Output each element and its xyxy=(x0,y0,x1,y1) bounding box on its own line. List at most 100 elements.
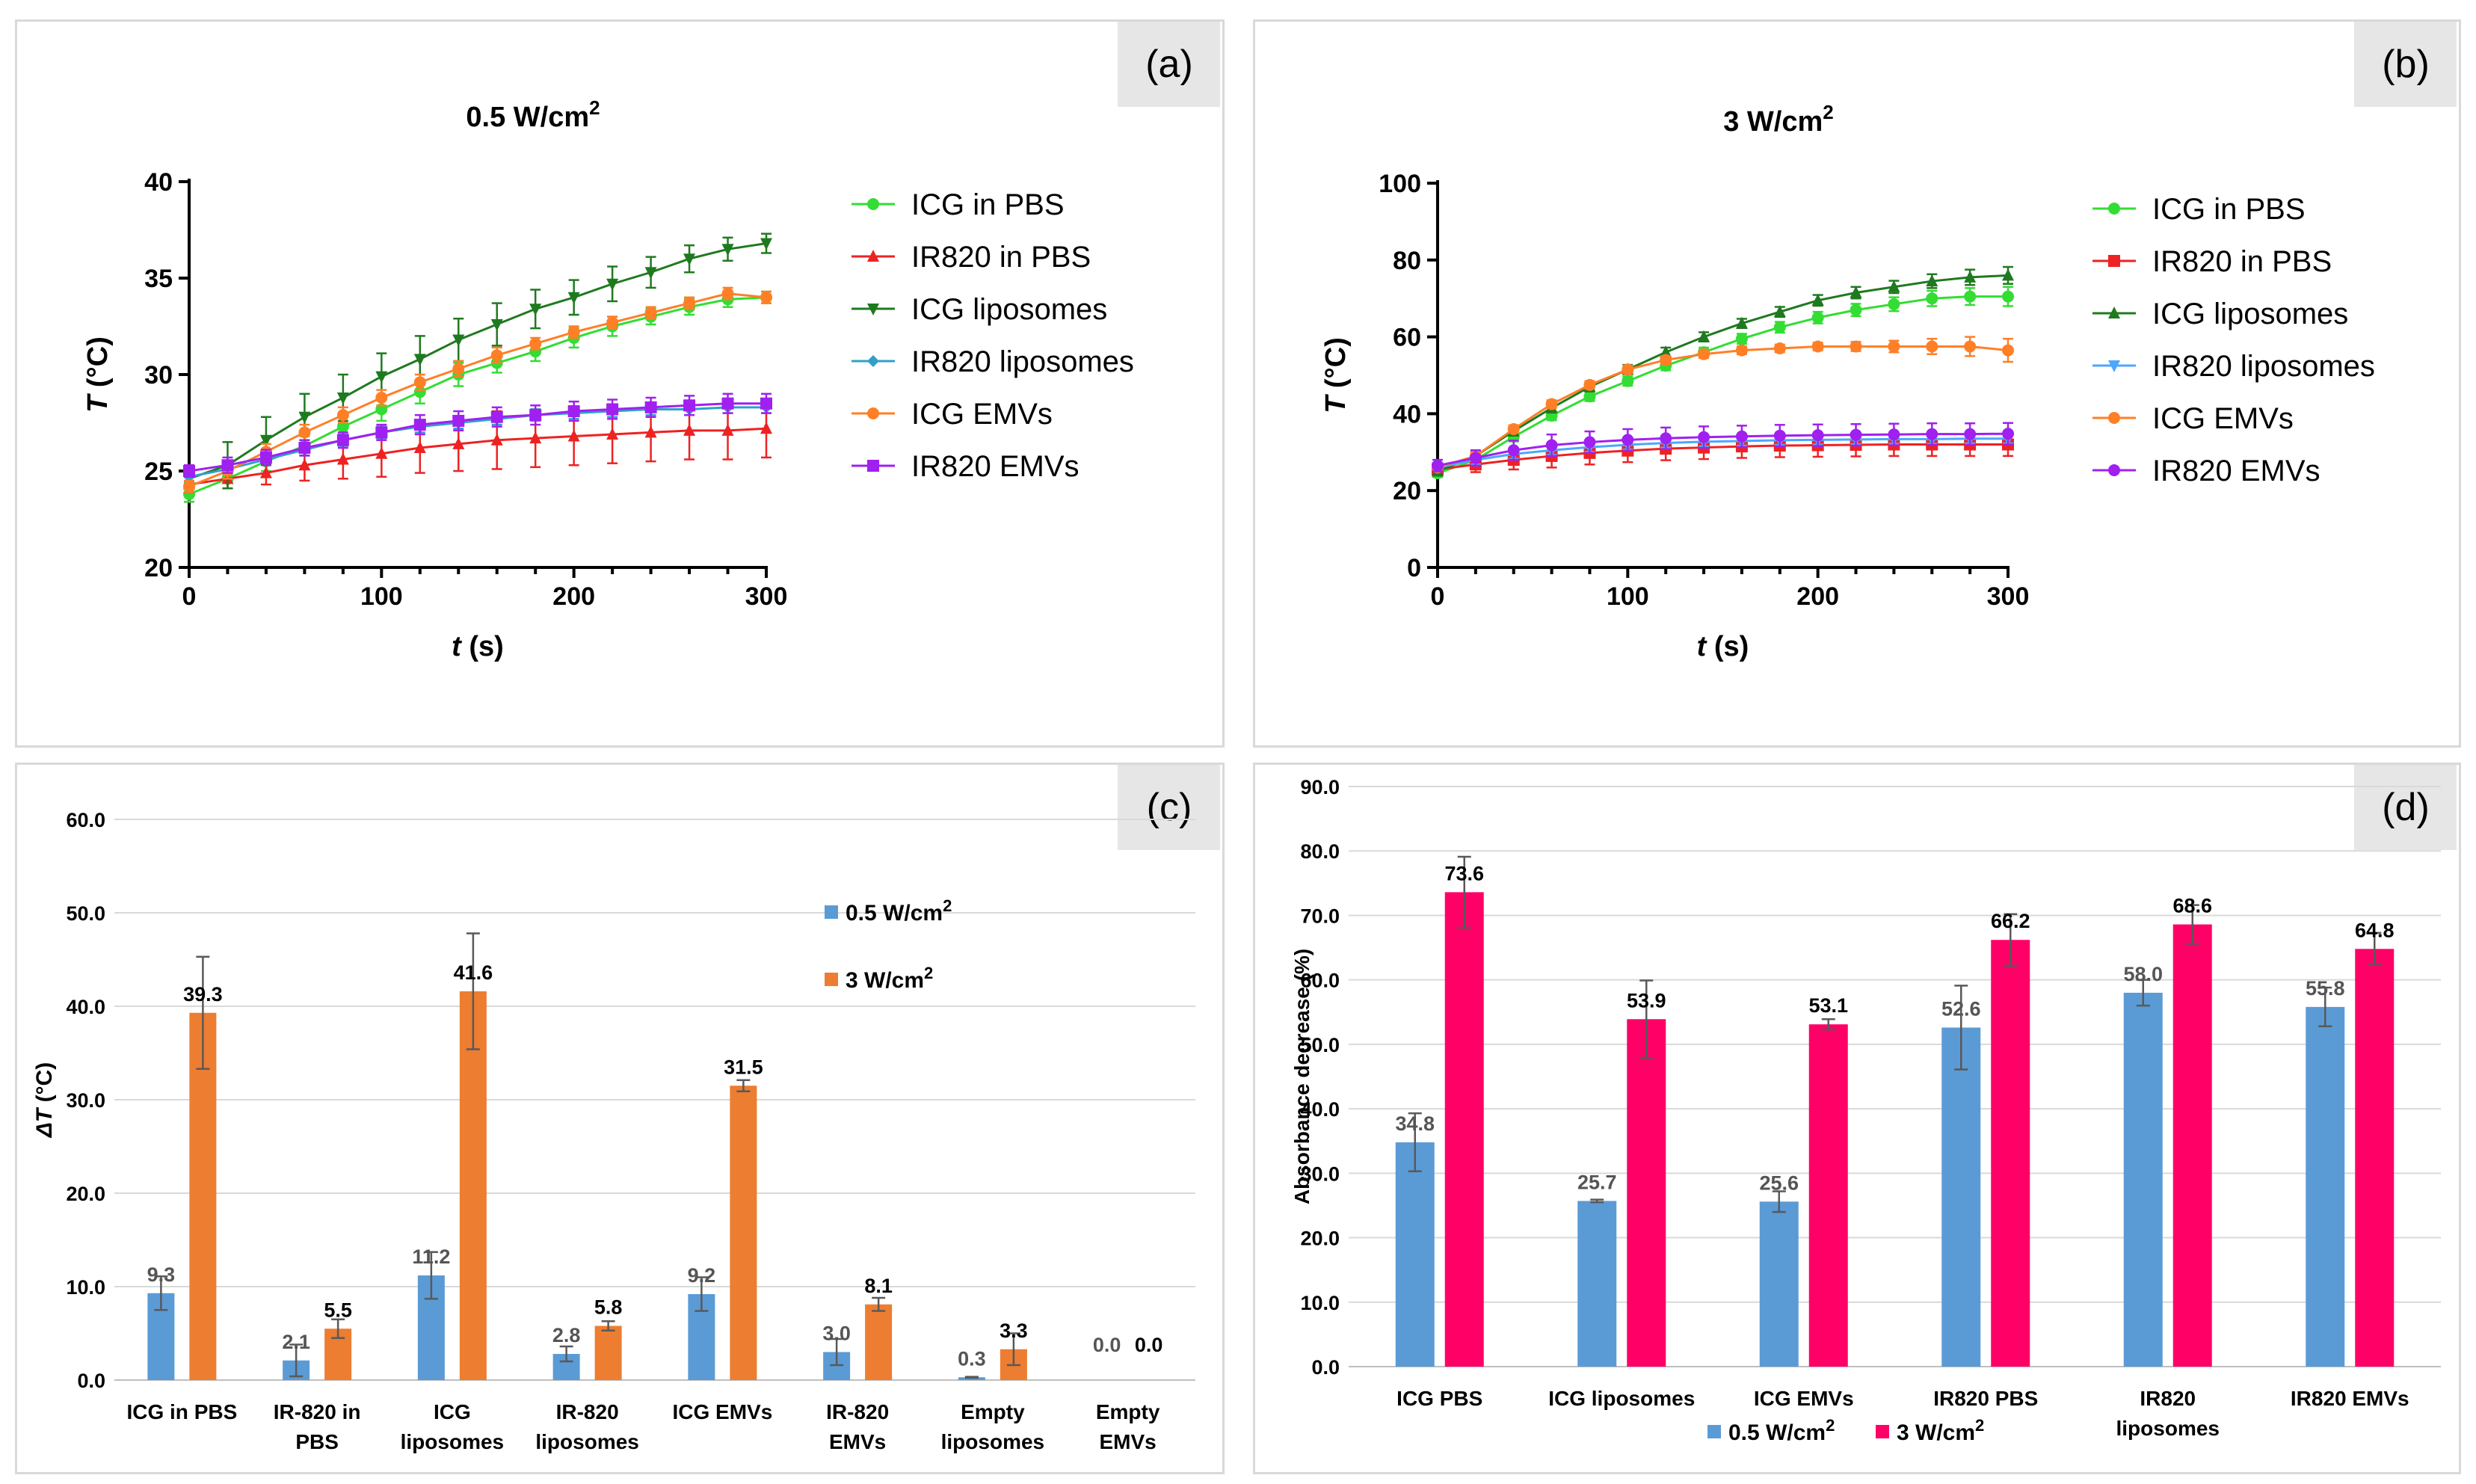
chart-title-sup: 2 xyxy=(1823,101,1833,123)
y-tick-label: 20 xyxy=(144,554,173,582)
data-point xyxy=(644,267,657,280)
data-point xyxy=(683,423,696,436)
data-point xyxy=(490,318,503,331)
data-point xyxy=(375,371,388,384)
panel-label: (c) xyxy=(1147,786,1192,829)
x-axis-label: t (s) xyxy=(1697,631,1749,662)
data-point xyxy=(375,446,388,459)
series-3 xyxy=(1432,433,2014,475)
bar xyxy=(2306,1006,2345,1367)
series-line xyxy=(1437,274,2009,472)
data-point xyxy=(336,434,349,446)
data-point xyxy=(1811,293,1824,306)
data-label: 34.8 xyxy=(1395,1112,1435,1135)
legend-swatch xyxy=(825,905,838,919)
data-point xyxy=(2002,268,2014,281)
data-point xyxy=(221,459,234,472)
category-label: ICG xyxy=(434,1400,471,1423)
data-point xyxy=(452,414,465,427)
data-point xyxy=(1888,298,1900,310)
data-label: 9.2 xyxy=(688,1264,716,1287)
bar xyxy=(1941,1027,1981,1367)
data-point xyxy=(413,386,426,398)
data-label: 55.8 xyxy=(2306,977,2345,1000)
bar xyxy=(1395,1142,1435,1367)
legend-label-sup: 2 xyxy=(1826,1416,1835,1435)
series-0 xyxy=(183,290,772,503)
legend-label: IR820 EMVs xyxy=(911,450,1080,483)
x-tick-label: 100 xyxy=(360,582,403,611)
data-point xyxy=(375,426,388,439)
legend-label: IR820 liposomes xyxy=(911,345,1134,378)
data-label: 68.6 xyxy=(2172,895,2212,917)
category-label: ICG in PBS xyxy=(126,1400,237,1423)
data-label: 0.0 xyxy=(1135,1334,1163,1356)
data-label: 3.3 xyxy=(1000,1320,1028,1342)
y-tick-label: 0 xyxy=(1407,554,1421,582)
legend-label-text: 0.5 W/cm xyxy=(1728,1420,1826,1445)
data-point xyxy=(298,442,311,455)
data-point xyxy=(760,397,772,410)
data-point xyxy=(1850,286,1862,298)
data-point xyxy=(721,244,734,256)
data-label: 25.6 xyxy=(1759,1172,1799,1194)
x-tick-label: 200 xyxy=(1796,582,1839,611)
y-axis-label-text: Absorbance decrease (%) xyxy=(1290,949,1314,1204)
series-1 xyxy=(183,398,772,493)
data-label: 8.1 xyxy=(864,1275,893,1297)
x-tick-label: 0 xyxy=(182,582,197,611)
legend-label: 3 W/cm2 xyxy=(1897,1416,1984,1445)
data-point xyxy=(1660,432,1672,445)
chart-svg: (c)0.010.020.030.040.050.060.0ΔT (°C)9.3… xyxy=(32,765,1220,1453)
data-point xyxy=(529,337,542,350)
data-point xyxy=(529,409,542,422)
data-point xyxy=(413,441,426,454)
bar xyxy=(1444,892,1484,1367)
data-point xyxy=(183,480,195,493)
category-label: ICG EMVs xyxy=(672,1400,772,1423)
y-axis-label-unit: (°C) xyxy=(32,1062,57,1109)
series-line xyxy=(188,402,766,472)
bar xyxy=(730,1086,757,1380)
bar xyxy=(1577,1201,1617,1367)
x-axis-label-var: t xyxy=(1697,631,1707,662)
data-point xyxy=(1888,428,1900,441)
data-point xyxy=(490,433,503,446)
y-tick-label: 40 xyxy=(1393,400,1421,428)
category-label: IR820 PBS xyxy=(1933,1387,2038,1410)
legend-label-sup: 2 xyxy=(924,964,933,982)
category-label: IR-820 in xyxy=(274,1400,361,1423)
y-tick-label: 40.0 xyxy=(1300,1098,1340,1121)
bar xyxy=(594,1326,622,1380)
legend-label: ICG in PBS xyxy=(2152,193,2306,226)
legend-swatch xyxy=(825,973,838,986)
panel-label: (b) xyxy=(2382,43,2430,86)
data-label: 52.6 xyxy=(1941,997,1981,1020)
series-2 xyxy=(183,233,772,493)
data-point xyxy=(298,411,311,424)
data-point xyxy=(375,391,388,404)
bar xyxy=(2355,949,2395,1367)
chart-title-sup: 2 xyxy=(589,96,600,119)
data-label: 25.7 xyxy=(1577,1171,1617,1193)
y-axis-label-var: T xyxy=(82,393,114,413)
data-point xyxy=(567,429,580,442)
data-point xyxy=(1469,452,1482,464)
x-tick-label: 200 xyxy=(552,582,595,611)
legend-marker xyxy=(2108,464,2120,476)
y-tick-label: 80.0 xyxy=(1300,840,1340,863)
y-tick-label: 60.0 xyxy=(1300,970,1340,992)
series-line xyxy=(188,292,767,488)
legend-label-sup: 2 xyxy=(1975,1416,1984,1435)
y-tick-label: 20.0 xyxy=(66,1183,105,1205)
data-point xyxy=(1698,348,1710,360)
data-point xyxy=(683,253,696,266)
bar xyxy=(1759,1201,1799,1367)
legend-marker xyxy=(2108,360,2120,372)
y-tick-label: 30.0 xyxy=(66,1089,105,1112)
legend-marker xyxy=(867,198,879,210)
y-tick-label: 20 xyxy=(1393,477,1421,505)
y-tick-label: 35 xyxy=(144,265,173,293)
y-tick-label: 10.0 xyxy=(1300,1292,1340,1314)
data-point xyxy=(336,409,349,422)
